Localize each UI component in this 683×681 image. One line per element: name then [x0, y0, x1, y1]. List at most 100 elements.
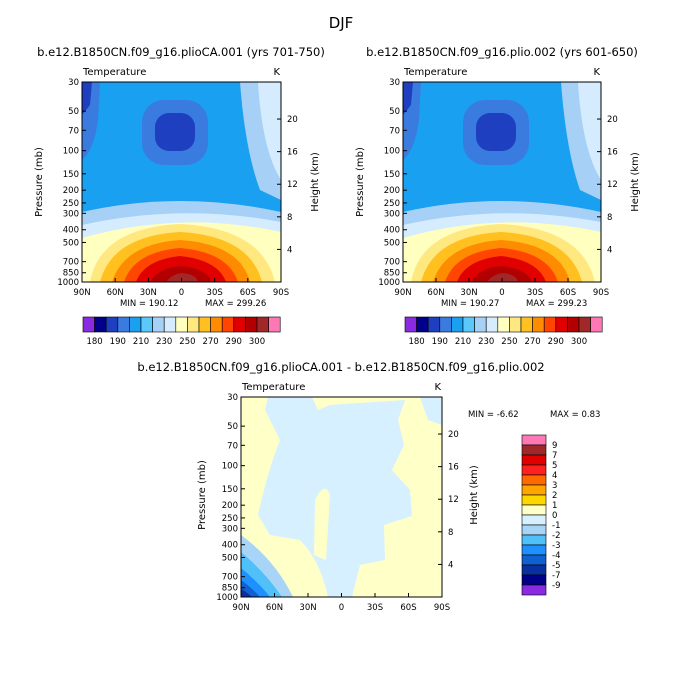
y-tick-label: 400	[384, 226, 400, 236]
panel-b-colorbar: 180 190 210 230 250 270 290 300	[404, 316, 603, 347]
y-tick-label: 300	[222, 524, 238, 534]
y-tick-label: 400	[222, 541, 238, 551]
panel-c: b.e12.B1850CN.f09_g16.plioCA.001 - b.e12…	[137, 360, 600, 613]
right-tick-label: 20	[287, 115, 298, 125]
x-tick-label: 30S	[527, 288, 543, 298]
panel-c-max-label: MAX = 0.83	[550, 410, 600, 420]
panel-b-max-label: MAX = 299.23	[526, 299, 587, 309]
x-tick-label: 60S	[240, 288, 256, 298]
panel-c-fill-neg-1b	[420, 397, 442, 425]
colorbar-label: 3	[552, 481, 557, 491]
colorbar-box	[245, 316, 258, 333]
panel-a-fill-tropical-core	[155, 113, 195, 151]
colorbar-box	[175, 316, 188, 333]
y-tick-label: 100	[384, 147, 400, 157]
colorbar-label: 190	[110, 337, 126, 347]
x-tick-label: 60S	[400, 603, 416, 613]
colorbar-box	[462, 316, 475, 333]
panel-b-fill-tropical-core	[476, 113, 516, 151]
colorbar-box	[439, 316, 452, 333]
colorbar-label: 0	[552, 511, 557, 521]
colorbar-box	[521, 564, 547, 576]
colorbar-label: -3	[552, 541, 560, 551]
colorbar-box	[82, 316, 95, 333]
colorbar-label: -1	[552, 521, 560, 531]
x-tick-label: 90N	[232, 603, 249, 613]
colorbar-box	[140, 316, 153, 333]
x-tick-label: 30N	[460, 288, 477, 298]
y-tick-label: 500	[222, 553, 238, 563]
panel-b: b.e12.B1850CN.f09_g16.plio.002 (yrs 601-…	[355, 45, 641, 347]
colorbar-box	[474, 316, 487, 333]
colorbar-label: 4	[552, 471, 557, 481]
panel-a-fill-lighter	[258, 82, 281, 180]
y-tick-label: 100	[63, 147, 79, 157]
colorbar-label: 190	[432, 337, 448, 347]
right-tick-label: 20	[607, 115, 618, 125]
x-tick-label: 90S	[273, 288, 289, 298]
colorbar-label: 270	[524, 337, 540, 347]
colorbar-box	[105, 316, 119, 333]
y-tick-label: 70	[68, 126, 79, 136]
right-tick-label: 16	[287, 148, 298, 158]
panel-a-unit-label: K	[273, 67, 280, 78]
colorbar-box	[198, 316, 211, 333]
colorbar-box	[521, 484, 547, 496]
panel-b-contours	[403, 82, 601, 282]
x-tick-label: 60N	[427, 288, 444, 298]
x-tick-label: 30N	[299, 603, 316, 613]
colorbar-label: 180	[408, 337, 424, 347]
y-tick-label: 1000	[57, 278, 79, 288]
colorbar-label: 2	[552, 491, 557, 501]
right-tick-label: 12	[607, 180, 618, 190]
colorbar-label: 300	[249, 337, 265, 347]
panel-c-fill-pos-island	[314, 488, 330, 560]
panel-c-contours	[241, 397, 442, 597]
colorbar-box	[427, 316, 441, 333]
y-tick-label: 850	[384, 269, 400, 279]
y-tick-label: 250	[384, 199, 400, 209]
colorbar-label: 180	[86, 337, 102, 347]
y-tick-label: 300	[63, 209, 79, 219]
colorbar-label: 250	[179, 337, 195, 347]
colorbar-box	[521, 574, 547, 586]
y-tick-label: 50	[227, 422, 238, 432]
panel-c-title: b.e12.B1850CN.f09_g16.plioCA.001 - b.e12…	[137, 360, 544, 374]
panel-a-fill-band-10	[166, 273, 198, 282]
x-tick-label: 60S	[560, 288, 576, 298]
colorbar-label: -4	[552, 551, 560, 561]
panel-c-ylabel: Pressure (mb)	[197, 460, 208, 530]
y-tick-label: 30	[389, 78, 400, 88]
colorbar-box	[521, 454, 547, 466]
panel-c-ylabel-right: Height (km)	[469, 465, 480, 525]
colorbar-box	[521, 434, 547, 446]
colorbar-label: 290	[226, 337, 242, 347]
colorbar-label: 270	[202, 337, 218, 347]
x-tick-label: 90N	[394, 288, 411, 298]
panel-c-unit-label: K	[434, 382, 441, 393]
y-tick-label: 100	[222, 462, 238, 472]
colorbar-label: -7	[552, 571, 560, 581]
x-tick-label: 0	[499, 288, 504, 298]
colorbar-label: 230	[156, 337, 172, 347]
colorbar-box	[543, 316, 557, 333]
y-tick-label: 200	[384, 186, 400, 196]
y-tick-label: 850	[222, 584, 238, 594]
colorbar-label: -9	[552, 581, 560, 591]
colorbar-box	[187, 316, 200, 333]
right-tick-label: 4	[448, 560, 453, 570]
colorbar-box	[567, 316, 580, 333]
colorbar-box	[578, 316, 591, 333]
panel-a: b.e12.B1850CN.f09_g16.plioCA.001 (yrs 70…	[34, 45, 325, 347]
panel-a-title: b.e12.B1850CN.f09_g16.plioCA.001 (yrs 70…	[37, 45, 325, 59]
x-tick-label: 90N	[73, 288, 90, 298]
y-tick-label: 30	[227, 393, 238, 403]
colorbar-box	[268, 316, 281, 333]
y-tick-label: 700	[222, 573, 238, 583]
right-tick-label: 8	[448, 528, 453, 538]
right-tick-label: 20	[448, 430, 459, 440]
colorbar-box	[521, 474, 547, 486]
y-tick-label: 700	[63, 258, 79, 268]
